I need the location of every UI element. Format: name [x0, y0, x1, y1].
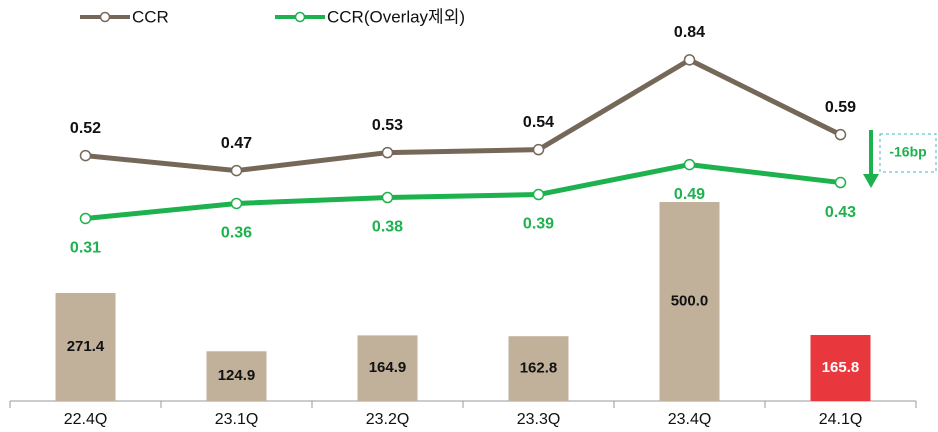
line-marker	[532, 143, 545, 156]
line-label: 0.36	[221, 225, 252, 242]
legend-marker	[294, 11, 306, 23]
line-marker	[230, 164, 243, 177]
x-tick-label: 23.2Q	[366, 411, 410, 428]
bar-label: 271.4	[67, 338, 105, 355]
line-label: 0.47	[221, 135, 252, 152]
line-label: 0.31	[70, 240, 101, 257]
legend-marker	[99, 11, 111, 23]
annotation-text: -16bp	[889, 144, 926, 160]
line	[85, 162, 841, 221]
line-label: 0.43	[825, 204, 856, 221]
x-tick-label: 22.4Q	[64, 411, 108, 428]
line-label: 0.39	[523, 216, 554, 233]
bar	[508, 336, 569, 401]
line-label: 0.54	[523, 114, 554, 131]
line-marker	[532, 188, 545, 201]
line-label: 0.59	[825, 99, 856, 116]
line-marker	[834, 176, 847, 189]
bar-label: 500.0	[671, 292, 709, 309]
line-marker	[79, 149, 92, 162]
annotation: -16bp	[863, 130, 937, 188]
bar-label: 165.8	[822, 359, 860, 376]
bar	[55, 292, 116, 401]
x-tick-label: 23.4Q	[668, 411, 712, 428]
line-marker	[834, 128, 847, 141]
line-marker	[381, 146, 394, 159]
line-label: 0.52	[70, 120, 101, 137]
line-marker	[683, 158, 696, 171]
x-tick-label: 23.3Q	[517, 411, 561, 428]
line-marker	[381, 191, 394, 204]
legend-label: CCR	[132, 7, 169, 26]
line-marker	[79, 212, 92, 225]
x-tick-label: 24.1Q	[819, 411, 863, 428]
line	[85, 57, 842, 174]
line-label: 0.49	[674, 186, 705, 203]
bar	[357, 335, 418, 401]
annotation-box	[879, 133, 937, 173]
legend-label: CCR(Overlay제외)	[327, 7, 465, 26]
line-marker	[683, 54, 696, 66]
bar-label: 162.8	[520, 360, 558, 377]
line-label: 0.84	[674, 24, 705, 41]
line-marker	[230, 197, 243, 210]
line-label: 0.53	[372, 117, 403, 134]
line-label: 0.38	[372, 219, 403, 236]
bar-label: 164.9	[369, 359, 407, 376]
arrow-head	[863, 174, 879, 188]
x-tick-label: 23.1Q	[215, 411, 259, 428]
bar	[810, 335, 871, 401]
bar	[659, 202, 720, 401]
bar	[206, 351, 267, 401]
bar-label: 124.9	[218, 367, 256, 384]
